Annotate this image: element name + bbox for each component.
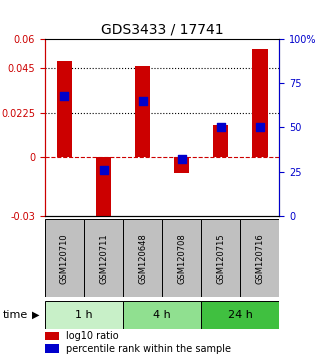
Text: GSM120711: GSM120711	[99, 233, 108, 284]
Text: percentile rank within the sample: percentile rank within the sample	[66, 343, 231, 354]
Point	[101, 167, 106, 173]
Bar	[96, 157, 111, 222]
Bar	[213, 125, 229, 157]
FancyBboxPatch shape	[201, 219, 240, 297]
Point	[257, 125, 262, 130]
FancyBboxPatch shape	[162, 219, 201, 297]
Text: GSM120708: GSM120708	[177, 233, 186, 284]
Title: GDS3433 / 17741: GDS3433 / 17741	[101, 22, 223, 36]
Text: 1 h: 1 h	[75, 310, 93, 320]
Text: ▶: ▶	[32, 310, 39, 320]
Text: GSM120716: GSM120716	[255, 233, 264, 284]
Bar	[174, 157, 189, 173]
FancyBboxPatch shape	[45, 301, 123, 329]
FancyBboxPatch shape	[45, 219, 84, 297]
Text: 24 h: 24 h	[228, 310, 253, 320]
FancyBboxPatch shape	[201, 301, 279, 329]
Text: log10 ratio: log10 ratio	[66, 331, 119, 341]
Point	[218, 125, 223, 130]
Bar	[135, 67, 150, 157]
Bar	[56, 61, 72, 157]
Bar	[252, 49, 267, 157]
Point	[62, 93, 67, 98]
Bar	[45, 332, 59, 341]
Text: time: time	[3, 310, 29, 320]
Point	[140, 98, 145, 104]
Text: GSM120710: GSM120710	[60, 233, 69, 284]
FancyBboxPatch shape	[123, 219, 162, 297]
Text: GSM120648: GSM120648	[138, 233, 147, 284]
Text: GSM120715: GSM120715	[216, 233, 225, 284]
FancyBboxPatch shape	[84, 219, 123, 297]
Text: 4 h: 4 h	[153, 310, 171, 320]
Point	[179, 156, 184, 162]
FancyBboxPatch shape	[240, 219, 279, 297]
FancyBboxPatch shape	[123, 301, 201, 329]
Bar	[45, 344, 59, 353]
